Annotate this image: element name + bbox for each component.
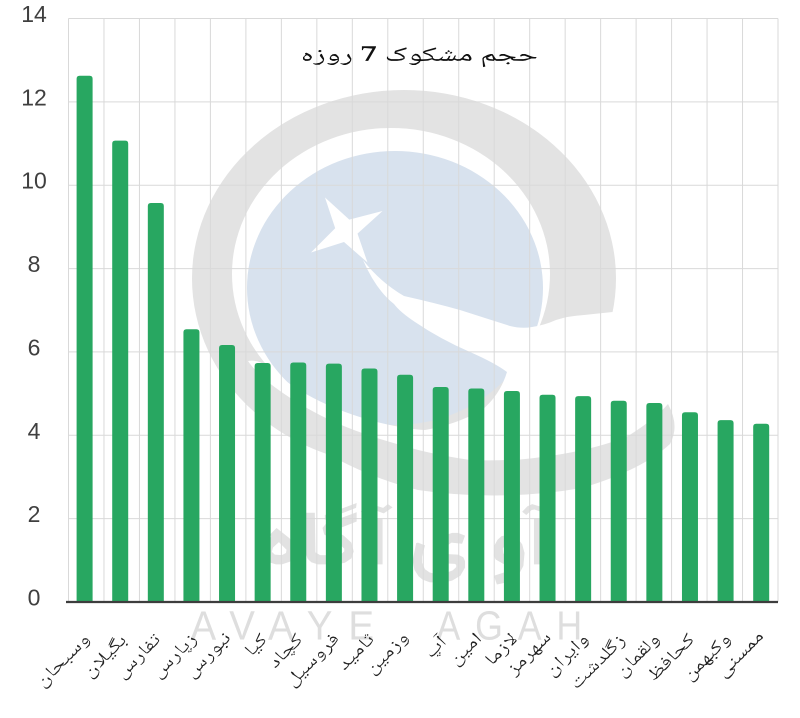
svg-text:AVAYE: AVAYE xyxy=(191,603,391,649)
svg-text:4: 4 xyxy=(28,418,41,444)
svg-text:8: 8 xyxy=(28,251,41,277)
svg-text:2: 2 xyxy=(28,501,41,527)
svg-text:12: 12 xyxy=(21,84,47,110)
svg-text:10: 10 xyxy=(21,168,47,194)
svg-text:6: 6 xyxy=(28,334,41,360)
svg-text:AGAH: AGAH xyxy=(437,603,598,649)
svg-text:0: 0 xyxy=(28,585,41,611)
svg-text:14: 14 xyxy=(21,1,47,27)
